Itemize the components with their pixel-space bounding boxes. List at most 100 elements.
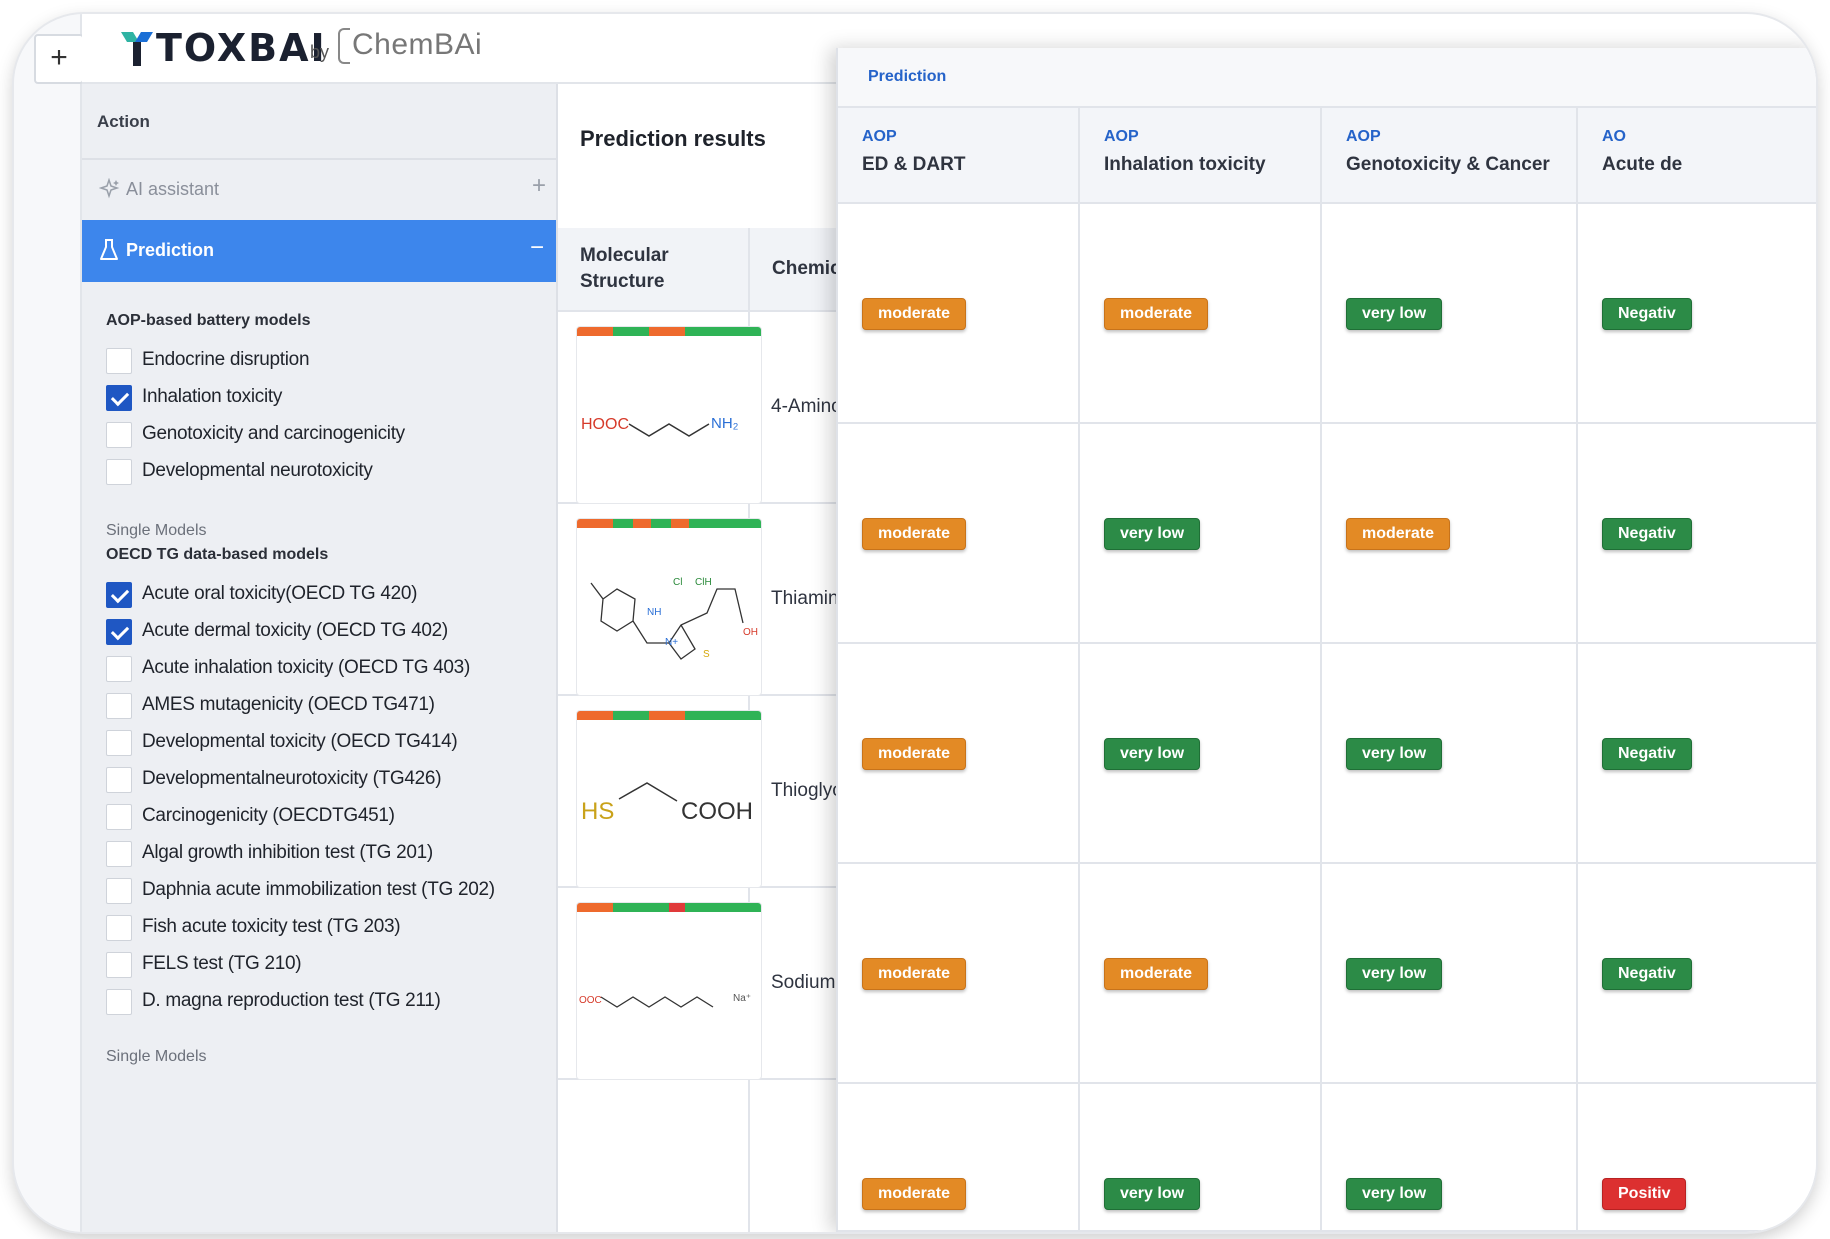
column-header-inhalation[interactable]: AOP Inhalation toxicity (1080, 108, 1322, 204)
result-cell: moderate (838, 1084, 1080, 1232)
toxicity-strip (577, 519, 761, 528)
risk-badge[interactable]: moderate (862, 298, 967, 330)
checkbox[interactable] (106, 582, 132, 608)
column-name: Genotoxicity & Cancer (1346, 154, 1550, 175)
checkbox[interactable] (106, 989, 132, 1015)
risk-badge[interactable]: moderate (862, 738, 967, 770)
svg-text:OOC: OOC (579, 995, 602, 1006)
molecule-structure[interactable]: OOC Na⁺ (576, 902, 762, 1080)
group-title: AOP-based battery models (106, 312, 311, 329)
result-cell: Negativ (1578, 204, 1816, 424)
risk-badge[interactable]: moderate (862, 958, 967, 990)
toxicity-strip (577, 327, 761, 336)
svg-text:HS: HS (581, 798, 614, 825)
column-tag: AOP (1104, 128, 1139, 145)
new-session-button[interactable]: + (34, 34, 84, 84)
column-header-acute[interactable]: AO Acute de (1578, 108, 1816, 204)
sidebar-item-ai-assistant[interactable]: AI assistant + (82, 160, 556, 220)
results-title: Prediction results (580, 126, 766, 151)
result-cell: moderate (1080, 204, 1322, 424)
option-label: Acute inhalation toxicity (OECD TG 403) (142, 657, 470, 678)
svg-text:ClH: ClH (695, 577, 712, 588)
option-label: Algal growth inhibition test (TG 201) (142, 842, 433, 863)
risk-badge[interactable]: moderate (1346, 518, 1451, 550)
svg-text:Cl: Cl (673, 577, 682, 588)
svg-text:NH: NH (647, 607, 661, 618)
svg-text:S: S (703, 649, 710, 660)
table-row[interactable]: OOC Na⁺ Sodium octanoate (558, 888, 930, 1080)
checkbox[interactable] (106, 841, 132, 867)
checkbox[interactable] (106, 348, 132, 374)
svg-text:NH₂: NH₂ (711, 415, 739, 432)
column-tag: AOP (1346, 128, 1381, 145)
flask-icon (100, 239, 118, 260)
result-cell: moderate (1322, 424, 1578, 644)
risk-badge[interactable]: Negativ (1602, 958, 1692, 990)
column-header-genotoxicity[interactable]: AOP Genotoxicity & Cancer (1322, 108, 1578, 204)
risk-badge[interactable]: moderate (1104, 298, 1209, 330)
molecule-structure[interactable]: Cl ClH NH N+ S OH (576, 518, 762, 696)
by-label: by (310, 42, 330, 62)
risk-badge[interactable]: very low (1346, 958, 1443, 990)
option-label: Developmental toxicity (OECD TG414) (142, 731, 458, 752)
checkbox[interactable] (106, 878, 132, 904)
risk-badge[interactable]: very low (1346, 298, 1443, 330)
checkbox[interactable] (106, 619, 132, 645)
risk-badge[interactable]: very low (1346, 738, 1443, 770)
column-header-label: Structure (580, 271, 665, 292)
checkbox[interactable] (106, 385, 132, 411)
molecule-structure[interactable]: HOOC NH₂ (576, 326, 762, 504)
svg-text:Na⁺: Na⁺ (733, 993, 751, 1004)
panel-title: Prediction (868, 68, 947, 85)
collapse-icon[interactable]: − (529, 234, 544, 261)
risk-badge[interactable]: very low (1104, 738, 1201, 770)
checkbox[interactable] (106, 459, 132, 485)
app-window: + TOXBAI by ChemBAi Action AI assistant … (14, 14, 1816, 1232)
sidebar-item-prediction[interactable]: Prediction − (82, 220, 556, 282)
option-label: Fish acute toxicity test (TG 203) (142, 916, 401, 937)
group-title: OECD TG data-based models (106, 546, 329, 563)
option-label: Inhalation toxicity (142, 386, 283, 407)
risk-badge[interactable]: very low (1104, 1178, 1201, 1210)
checkbox[interactable] (106, 422, 132, 448)
result-cell: Negativ (1578, 864, 1816, 1084)
checkbox[interactable] (106, 952, 132, 978)
risk-badge[interactable]: Negativ (1602, 738, 1692, 770)
checkbox[interactable] (106, 656, 132, 682)
left-rail: + (14, 14, 84, 1232)
option-label: Carcinogenicity (OECDTG451) (142, 805, 395, 826)
checkbox[interactable] (106, 767, 132, 793)
risk-badge[interactable]: very low (1346, 1178, 1443, 1210)
risk-badge[interactable]: Negativ (1602, 518, 1692, 550)
option-label: Acute oral toxicity(OECD TG 420) (142, 583, 418, 604)
panel-header: Prediction (838, 48, 1816, 108)
group-subtitle: Single Models (106, 1048, 207, 1065)
risk-badge[interactable]: moderate (862, 518, 967, 550)
column-header-structure[interactable]: Molecular Structure (558, 228, 750, 312)
checkbox[interactable] (106, 804, 132, 830)
partner-logo: ChemBAi (338, 28, 482, 65)
column-header-ed-dart[interactable]: AOP ED & DART (838, 108, 1080, 204)
risk-badge[interactable]: moderate (1104, 958, 1209, 990)
checkbox[interactable] (106, 730, 132, 756)
prediction-panel: Prediction AOP ED & DART AOP Inhalation … (836, 48, 1816, 1232)
option-label: Developmental neurotoxicity (142, 460, 373, 481)
option-label: Daphnia acute immobilization test (TG 20… (142, 879, 495, 900)
expand-icon[interactable]: + (531, 172, 546, 199)
result-cell: very low (1322, 1084, 1578, 1232)
sidebar-section-label: Action (97, 112, 150, 131)
risk-badge[interactable]: very low (1104, 518, 1201, 550)
table-row[interactable]: HOOC NH₂ 4-Aminobutanoic a... (558, 312, 945, 504)
checkbox[interactable] (106, 693, 132, 719)
molecule-structure[interactable]: HS COOH (576, 710, 762, 888)
risk-badge[interactable]: Negativ (1602, 298, 1692, 330)
column-header-label: Molecular (580, 245, 669, 266)
result-cell: very low (1080, 644, 1322, 864)
risk-badge[interactable]: moderate (862, 1178, 967, 1210)
result-cell: moderate (838, 644, 1080, 864)
result-cell: very low (1080, 1084, 1322, 1232)
risk-badge[interactable]: Positiv (1602, 1178, 1687, 1210)
checkbox[interactable] (106, 915, 132, 941)
result-cell: moderate (838, 424, 1080, 644)
result-cell: moderate (1080, 864, 1322, 1084)
